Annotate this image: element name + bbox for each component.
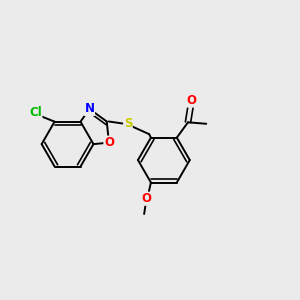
Text: Cl: Cl xyxy=(29,106,42,119)
Text: O: O xyxy=(104,136,114,149)
Text: N: N xyxy=(85,103,94,116)
Text: S: S xyxy=(124,117,132,130)
Text: O: O xyxy=(142,192,152,205)
Text: O: O xyxy=(186,94,196,107)
